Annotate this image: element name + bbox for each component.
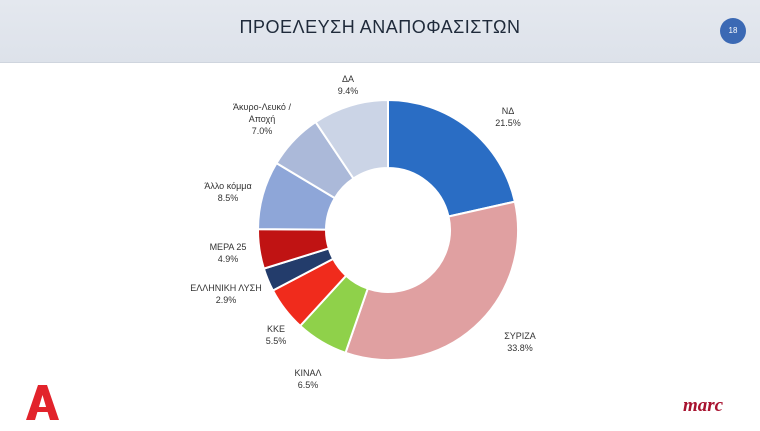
slice-label: ΕΛΛΗΝΙΚΗ ΛΥΣΗ: [190, 283, 261, 293]
slice-label: ΜΕΡΑ 25: [210, 242, 247, 252]
slice-value-label: 21.5%: [495, 118, 521, 128]
slice-label: Άλλο κόμμα: [204, 181, 251, 191]
slice-label: ΚΚΕ: [267, 324, 285, 334]
slice-label: ΣΥΡΙΖΑ: [504, 331, 536, 341]
page-title: ΠΡΟΕΛΕΥΣΗ ΑΝΑΠΟΦΑΣΙΣΤΩΝ: [239, 17, 521, 37]
pollster-logo: marc: [683, 395, 724, 416]
slice-value-label: 6.5%: [298, 380, 319, 390]
slice-value-label: 7.0%: [252, 126, 273, 136]
slice-label: ΚΙΝΑΛ: [294, 368, 321, 378]
slice-value-label: 4.9%: [218, 254, 239, 264]
donut-slice: [314, 98, 389, 180]
slice-value-label: 8.5%: [218, 193, 239, 203]
page-number-badge: 18: [720, 18, 746, 44]
donut-chart: ΝΔ 21.5% ΣΥΡΙΖΑ 33.8% ΚΙΝΑΛ 6.5% ΚΚΕ 5.5% ΕΛΛΗΝΙ…: [190, 74, 536, 390]
donut-slice: [387, 98, 517, 218]
slice-label: ΔΑ: [342, 74, 354, 84]
slice-label: Άκυρο-Λευκό /: [233, 102, 291, 112]
slice-value-label: 2.9%: [216, 295, 237, 305]
channel-logo: [20, 380, 64, 429]
slice-value-label: 9.4%: [338, 86, 359, 96]
donut-slice: [344, 200, 519, 361]
slide-header: ΠΡΟΕΛΕΥΣΗ ΑΝΑΠΟΦΑΣΙΣΤΩΝ 18: [0, 0, 760, 63]
slice-value-label: 33.8%: [507, 343, 533, 353]
slice-label: Αποχή: [249, 114, 276, 124]
slice-value-label: 5.5%: [266, 336, 287, 346]
slice-label: ΝΔ: [502, 106, 515, 116]
